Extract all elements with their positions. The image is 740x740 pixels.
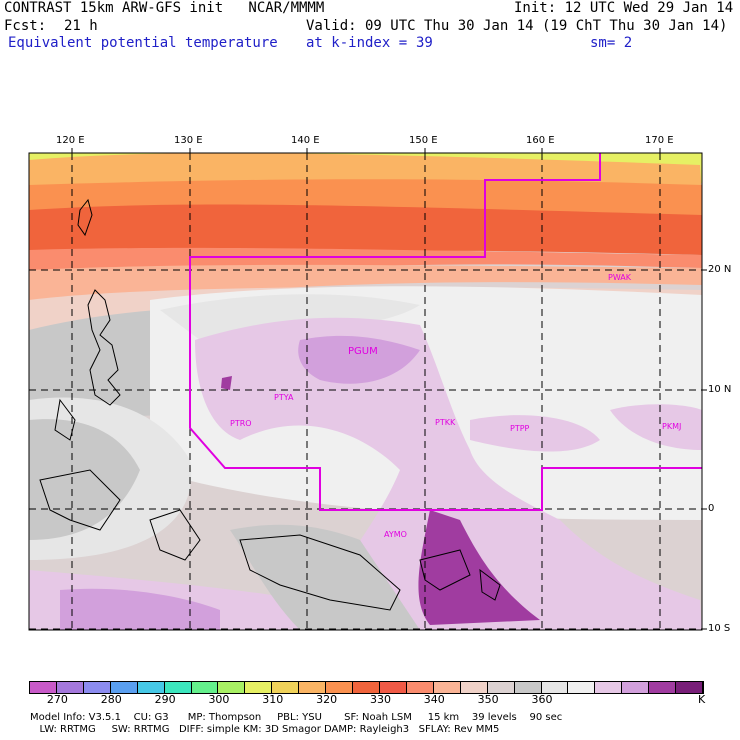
model-info-line2: LW: RRTMG SW: RRTMG DIFF: simple KM: 3D …: [30, 724, 500, 735]
lat-lon-grid: [29, 153, 702, 630]
colorbar-tick-label: 320: [316, 693, 338, 706]
station-ptkk: PTKK: [435, 418, 456, 427]
palawan-coastline: [54, 398, 76, 441]
new-britain-coastline: [419, 549, 471, 591]
station-pkmj: PKMJ: [662, 422, 681, 431]
station-ptya: PTYA: [274, 393, 294, 402]
colorbar-tick-label: 280: [100, 693, 122, 706]
smoothing: sm= 2: [590, 35, 633, 51]
nested-domain-boundary: [189, 153, 702, 511]
colorbar-swatch: [191, 682, 219, 693]
colorbar-swatch: [83, 682, 111, 693]
colorbar-swatch: [272, 682, 300, 693]
colorbar-swatch: [514, 682, 542, 693]
station-labels: PWAK PGUM PTYA PTRO PTKK PTPP PKMJ AYMO: [230, 273, 681, 539]
lon-label: 160 E: [526, 135, 555, 146]
colorbar-swatch: [299, 682, 327, 693]
colorbar-swatch: [326, 682, 354, 693]
colorbar-unit: K: [698, 693, 706, 706]
colorbar-tick-label: 340: [423, 693, 445, 706]
lat-label: 0: [708, 503, 715, 514]
colorbar-swatch: [460, 682, 488, 693]
colorbar-swatch: [164, 682, 192, 693]
colorbar-swatch: [30, 682, 57, 693]
lon-label: 170 E: [645, 135, 674, 146]
lat-label: 20 N: [708, 264, 732, 275]
station-ptro: PTRO: [230, 419, 252, 428]
forecast-hour: 21 h: [64, 18, 98, 34]
station-ptpp: PTPP: [510, 424, 530, 433]
colorbar-tick-label: 310: [262, 693, 284, 706]
colorbar-swatch: [406, 682, 434, 693]
lon-label: 150 E: [409, 135, 438, 146]
coastlines: [39, 198, 501, 611]
borneo-coastline: [39, 469, 121, 531]
field-name: Equivalent potential temperature: [8, 35, 278, 51]
philippines-coastline: [87, 289, 121, 406]
taiwan-coastline: [77, 198, 93, 237]
model-info-line1: Model Info: V3.5.1 CU: G3 MP: Thompson P…: [30, 712, 563, 723]
colorbar-swatch: [110, 682, 138, 693]
colorbar-swatch: [649, 682, 677, 693]
init-time: Init: 12 UTC Wed 29 Jan 14: [514, 0, 734, 16]
new-guinea-coastline: [239, 534, 401, 611]
lon-label: 140 E: [291, 135, 320, 146]
colorbar-swatch: [676, 682, 704, 693]
colorbar-tick-label: 270: [46, 693, 68, 706]
colorbar-swatch: [595, 682, 623, 693]
colorbar-swatch: [137, 682, 165, 693]
colorbar-swatch: [568, 682, 596, 693]
theta-e-field: [29, 153, 702, 630]
colorbar-tick-label: 330: [369, 693, 391, 706]
sulawesi-coastline: [149, 509, 201, 561]
map-frame: [28, 152, 703, 631]
colorbar-swatch: [245, 682, 273, 693]
station-aymo: AYMO: [384, 530, 407, 539]
colorbar-tick-label: 300: [208, 693, 230, 706]
lat-label: 10 S: [708, 623, 731, 634]
colorbar-tick-label: 350: [477, 693, 499, 706]
colorbar-swatch: [218, 682, 246, 693]
header-title: CONTRAST 15km ARW-GFS init NCAR/MMMM: [4, 0, 325, 16]
colorbar-tick-label: 360: [531, 693, 553, 706]
colorbar-tick-label: 290: [154, 693, 176, 706]
station-pgum: PGUM: [348, 346, 378, 357]
station-pwak: PWAK: [608, 273, 632, 282]
colorbar-swatch: [56, 682, 84, 693]
colorbar-swatch: [487, 682, 515, 693]
forecast-label: Fcst:: [4, 18, 47, 34]
colorbar: [29, 681, 704, 694]
valid-time: Valid: 09 UTC Thu 30 Jan 14 (19 ChT Thu …: [306, 18, 728, 34]
lon-label: 120 E: [56, 135, 85, 146]
level-label: at k-index =: [306, 35, 408, 51]
axis-ticks: [71, 148, 707, 630]
colorbar-swatch: [433, 682, 461, 693]
solomon-coastline: [479, 568, 501, 601]
colorbar-swatch: [622, 682, 650, 693]
lon-label: 130 E: [174, 135, 203, 146]
lat-label: 10 N: [708, 384, 732, 395]
colorbar-swatch: [379, 682, 407, 693]
colorbar-swatch: [541, 682, 569, 693]
colorbar-swatch: [353, 682, 380, 693]
level-value: 39: [416, 35, 433, 51]
